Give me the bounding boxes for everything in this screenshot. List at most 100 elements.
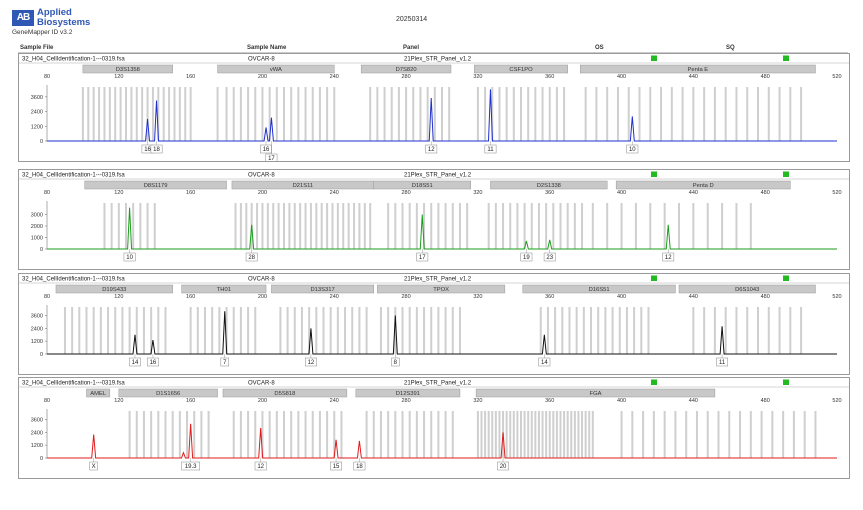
sample-name: OVCAR-8 — [248, 173, 275, 179]
allele-bin — [322, 307, 325, 354]
allele-bin — [254, 411, 257, 458]
allele-call-label: 23 — [546, 255, 553, 261]
allele-call-label: 16 — [150, 360, 157, 366]
allele-bin — [552, 411, 555, 458]
x-tick-label: 480 — [761, 294, 770, 300]
allele-bin — [620, 411, 623, 458]
locus-label: D21S11 — [293, 183, 314, 189]
allele-call-label: 8 — [394, 360, 398, 366]
locus-label: D13S317 — [311, 287, 335, 293]
allele-bin — [437, 411, 440, 458]
allele-bin — [548, 87, 551, 141]
allele-bin — [570, 411, 573, 458]
allele-call-box — [150, 144, 163, 154]
allele-bin — [670, 87, 673, 141]
allele-bin — [545, 203, 548, 249]
allele-bin — [419, 87, 422, 141]
allele-bin — [735, 87, 738, 141]
x-tick-label: 360 — [545, 74, 554, 80]
allele-bin — [247, 411, 250, 458]
allele-bin — [304, 203, 307, 249]
allele-bin — [502, 203, 505, 249]
allele-bin — [142, 307, 145, 354]
allele-bin — [739, 411, 742, 458]
allele-call-box — [416, 252, 429, 262]
locus-label: D6S1043 — [735, 287, 759, 293]
allele-bin — [590, 307, 593, 354]
sample-name: OVCAR-8 — [248, 277, 275, 283]
allele-bin — [200, 411, 203, 458]
allele-bin — [372, 411, 375, 458]
allele-bin — [196, 307, 199, 354]
allele-bin — [92, 87, 95, 141]
allele-bin — [318, 87, 321, 141]
allele-bin — [573, 203, 576, 249]
allele-bin — [527, 411, 530, 458]
col-sample-file: Sample File — [20, 45, 54, 51]
allele-bin — [466, 203, 469, 249]
x-tick-label: 240 — [330, 190, 339, 196]
locus-marker — [522, 284, 676, 294]
x-tick-label: 120 — [114, 294, 123, 300]
allele-bin — [277, 203, 280, 249]
sample-name: OVCAR-8 — [248, 57, 275, 63]
locus-marker — [84, 180, 227, 190]
allele-bin — [329, 307, 332, 354]
allele-bin — [408, 203, 411, 249]
x-tick-label: 80 — [44, 74, 50, 80]
allele-bin — [555, 87, 558, 141]
allele-bin — [247, 307, 250, 354]
allele-bin — [581, 203, 584, 249]
allele-bin — [458, 307, 461, 354]
allele-bin — [218, 307, 221, 354]
x-tick-label: 520 — [832, 398, 841, 404]
allele-bin — [559, 411, 562, 458]
allele-call-box — [543, 252, 556, 262]
allele-bin — [150, 307, 153, 354]
report-date: 20250314 — [396, 16, 428, 23]
panel-name: 21Plex_STR_Panel_v1.2 — [404, 277, 472, 283]
allele-bin — [749, 203, 752, 249]
allele-bin — [315, 203, 318, 249]
allele-bin — [451, 411, 454, 458]
allele-bin — [132, 203, 135, 249]
allele-bin — [480, 411, 483, 458]
allele-bin — [448, 87, 451, 141]
allele-bin — [423, 307, 426, 354]
x-tick-label: 200 — [258, 74, 267, 80]
locus-marker — [490, 180, 608, 190]
allele-bin — [63, 307, 66, 354]
allele-bin — [261, 203, 264, 249]
allele-bin — [326, 411, 329, 458]
allele-bin — [706, 203, 709, 249]
x-tick-label: 440 — [689, 190, 698, 196]
allele-bin — [347, 203, 350, 249]
allele-bin — [541, 87, 544, 141]
x-tick-label: 520 — [832, 294, 841, 300]
x-tick-label: 80 — [44, 294, 50, 300]
allele-bin — [171, 411, 174, 458]
x-tick-label: 160 — [186, 294, 195, 300]
allele-bin — [611, 307, 614, 354]
allele-bin — [800, 87, 803, 141]
allele-bin — [426, 87, 429, 141]
locus-marker — [55, 284, 173, 294]
allele-bin — [297, 411, 300, 458]
x-tick-label: 320 — [473, 294, 482, 300]
allele-bin — [735, 307, 738, 354]
x-tick-label: 240 — [330, 74, 339, 80]
allele-bin — [78, 307, 81, 354]
x-tick-label: 200 — [258, 398, 267, 404]
locus-marker — [678, 284, 816, 294]
allele-bin — [649, 87, 652, 141]
allele-bin — [128, 307, 131, 354]
allele-bin — [376, 87, 379, 141]
locus-marker — [373, 180, 471, 190]
allele-call-box — [538, 357, 551, 367]
allele-call-label: 19.3 — [185, 464, 197, 470]
allele-bin — [225, 307, 228, 354]
allele-bin — [509, 203, 512, 249]
allele-bin — [383, 87, 386, 141]
os-status-indicator — [651, 55, 657, 61]
allele-bin — [81, 87, 84, 141]
